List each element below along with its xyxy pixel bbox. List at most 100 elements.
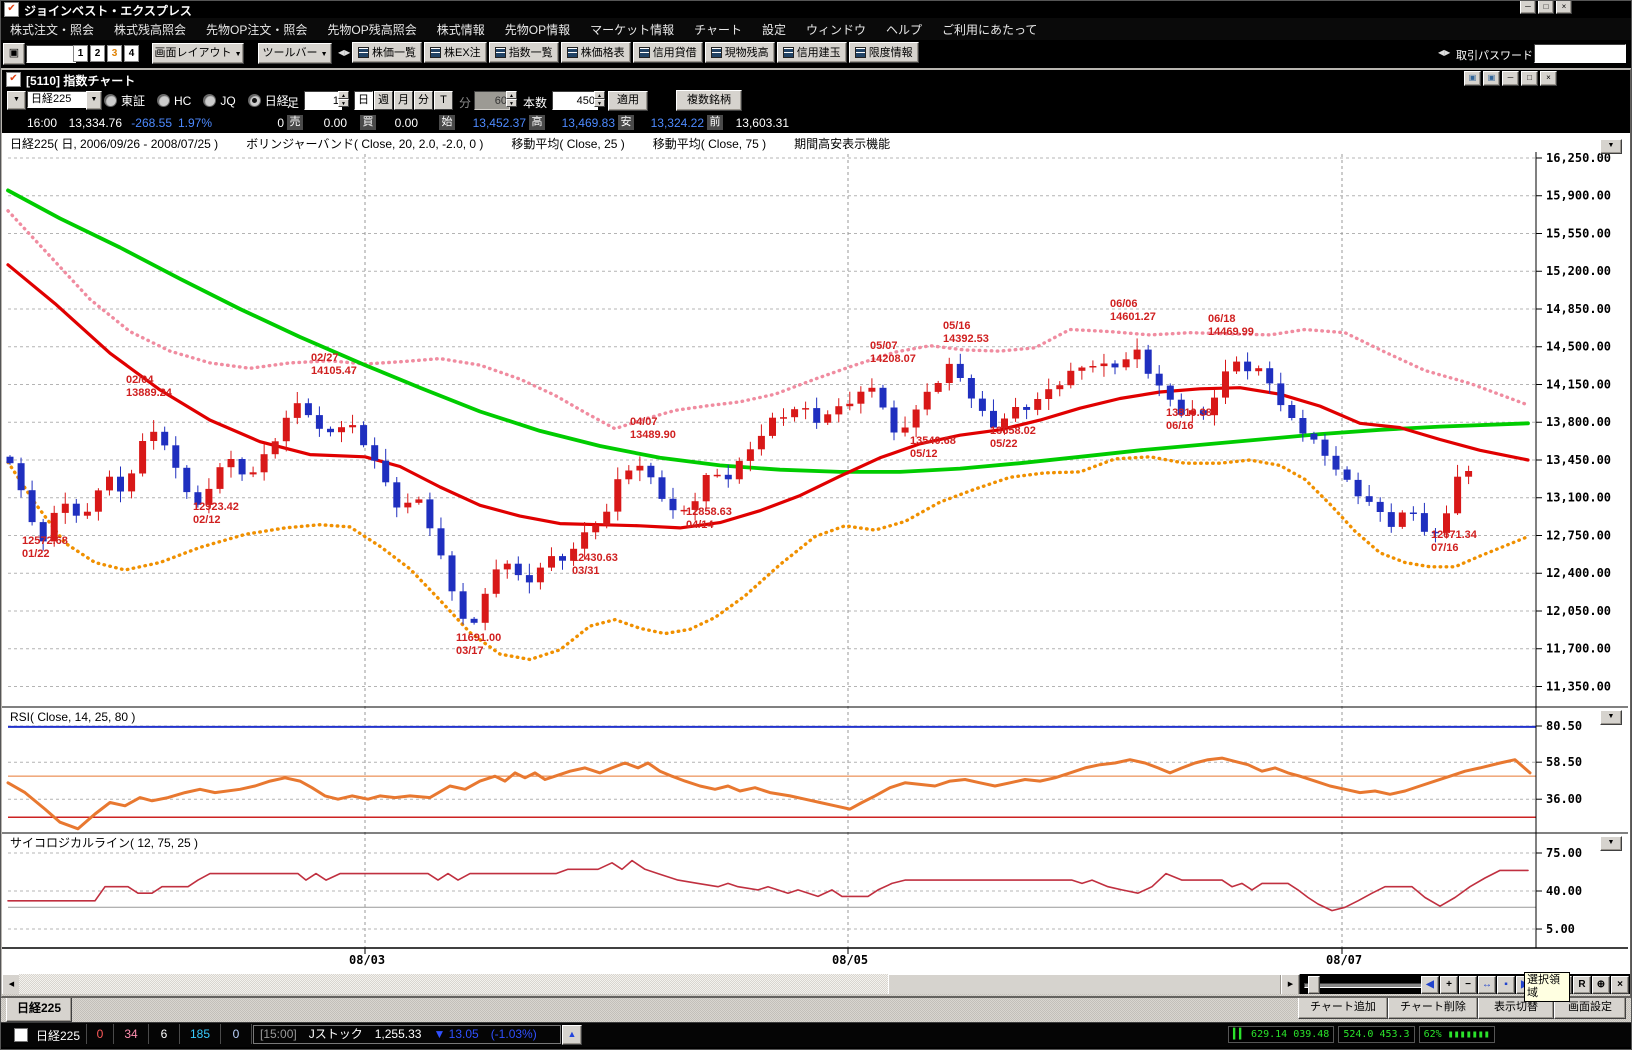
menu-item-1[interactable]: 株式残高照会 [114,22,187,37]
status-cell-4: 0 [220,1024,252,1044]
menu-item-4[interactable]: 株式情報 [436,22,485,37]
workspace-button-1[interactable]: 1 [73,45,88,62]
chart-maximize-button[interactable]: □ [1521,71,1538,86]
quote-volume: 0 [277,116,284,130]
minute-input[interactable] [474,91,510,110]
period-button-分[interactable]: 分 [414,91,433,110]
toolbar-menu-button[interactable]: ツールバー ▼ [258,43,332,64]
symbol-select[interactable]: 日経225 [27,91,90,108]
footer-button-1[interactable]: チャート削除 [1388,997,1478,1019]
spinner-down-icon[interactable]: ▼ [506,99,517,107]
scroll-tool-button-0[interactable]: ◀ [1421,976,1439,994]
toolbar-splitter-icon[interactable]: ◀▶ [338,48,351,57]
chart-minimize-button[interactable]: ─ [1502,71,1519,86]
zoom-slider-thumb[interactable] [1308,976,1320,994]
chart-close-button[interactable]: × [1540,71,1557,86]
scrollbar-thumb[interactable] [888,974,1282,996]
menu-item-5[interactable]: 先物OP情報 [504,22,571,37]
workspace-input[interactable] [26,45,76,63]
market-radio-日経[interactable]: 日経 [247,92,289,109]
menu-item-7[interactable]: チャート [694,22,742,37]
spinner-up-icon[interactable]: ▲ [594,91,605,99]
chart-menu-button[interactable]: ▼ [7,91,26,110]
trade-password-input[interactable] [1534,44,1626,63]
main-pane-menu-button[interactable]: ▼ [1600,139,1622,154]
menu-item-0[interactable]: 株式注文・照会 [10,22,95,37]
menu-item-8[interactable]: 設定 [761,22,786,37]
footer-button-2[interactable]: 表示切替 [1478,997,1554,1019]
toolbar-button-6[interactable]: 信用建玉 [776,42,847,63]
workspace-button-2[interactable]: 2 [90,45,105,62]
workspace-button-4[interactable]: 4 [124,45,139,62]
screen-layout-button[interactable]: 画面レイアウト ▼ [152,43,244,64]
rsi-pane-menu-button[interactable]: ▼ [1600,710,1622,725]
period-button-週[interactable]: 週 [374,91,393,110]
toolbar-button-7[interactable]: 限度情報 [848,42,919,63]
chart-win-button-0[interactable]: ▣ [1464,71,1481,86]
spinner-up-icon[interactable]: ▲ [338,91,349,99]
scroll-tool-button-2[interactable]: − [1459,976,1477,994]
layout-window-icon[interactable]: ▣ [3,43,25,65]
toolbar-button-2[interactable]: 指数一覧 [488,42,559,63]
grid-icon [710,47,722,58]
period-button-月[interactable]: 月 [394,91,413,110]
chart-canvas[interactable]: 16,250.00 15,900.00 15,550.00 15,200.00 14,8… [2,133,1630,974]
radio-icon [104,94,117,107]
psych-pane-menu-button[interactable]: ▼ [1600,836,1622,851]
high-label: 高 [529,115,545,130]
toolbar-button-0[interactable]: 株価一覧 [352,42,422,63]
symbol-select-arrow[interactable]: ▼ [86,91,102,110]
toolbar-button-4[interactable]: 信用貸借 [632,42,703,63]
svg-text:75.00: 75.00 [1546,846,1582,860]
minimize-button[interactable]: ─ [1520,0,1536,14]
count-input[interactable] [552,91,598,110]
toolbar-splitter-icon[interactable]: ◀▶ [1438,48,1451,57]
zoom-slider-track[interactable] [1304,983,1422,988]
spinner-up-icon[interactable]: ▲ [506,91,517,99]
menu-item-9[interactable]: ウィンドウ [806,22,867,37]
menu-item-3[interactable]: 先物OP残高照会 [327,22,417,37]
bar-count-input[interactable] [304,91,342,110]
menu-item-11[interactable]: ご利用にあたって [942,22,1038,37]
toolbar-button-5[interactable]: 現物残高 [704,42,775,63]
menu-item-6[interactable]: マーケット情報 [590,22,675,37]
spinner-down-icon[interactable]: ▼ [338,99,349,107]
market-radio-東証[interactable]: 東証 [104,92,145,109]
svg-text:16,250.00: 16,250.00 [1546,151,1611,165]
status-up-button[interactable]: ▲ [562,1025,582,1045]
scroll-tool-button-10[interactable]: × [1611,976,1629,994]
menu-item-2[interactable]: 先物OP注文・照会 [206,22,308,37]
footer-button-3[interactable]: 画面設定 [1554,997,1626,1019]
radio-label: 日経 [264,94,289,108]
workspace-button-3[interactable]: 3 [107,45,122,62]
scroll-tool-button-8[interactable]: R [1573,976,1591,994]
toolbar-button-label: 指数一覧 [508,46,553,59]
status-cell-1: 34 [113,1024,148,1044]
grid-icon [782,47,794,58]
chart-win-button-1[interactable]: ▣ [1483,71,1500,86]
scroll-tool-button-1[interactable]: + [1440,976,1458,994]
multi-symbol-button[interactable]: 複数銘柄 [676,90,742,111]
scroll-right-button[interactable]: ▶ [1281,974,1300,996]
maximize-button[interactable]: □ [1538,0,1554,14]
quote-change: -268.55 [131,116,172,130]
menu-item-10[interactable]: ヘルプ [886,22,923,37]
scroll-tool-button-4[interactable]: ▪ [1497,976,1515,994]
toolbar-button-1[interactable]: 株EX注 [424,42,487,63]
apply-button[interactable]: 適用 [608,91,648,111]
count-spinner: ▲ ▼ [594,91,605,108]
period-button-T[interactable]: T [434,91,453,110]
close-button[interactable]: × [1556,0,1572,14]
period-button-日[interactable]: 日 [354,91,373,110]
footer-button-0[interactable]: チャート追加 [1298,997,1388,1019]
scroll-tool-button-9[interactable]: ⊕ [1592,976,1610,994]
toolbar-button-3[interactable]: 株価格表 [560,42,631,63]
chart-plot-area[interactable]: 日経225( 日, 2006/09/26 - 2008/07/25 ) ボリンジャ… [2,133,1630,974]
chart-tab-nikkei225[interactable]: 日経225 [6,997,72,1022]
spinner-down-icon[interactable]: ▼ [594,99,605,107]
market-radio-JQ[interactable]: JQ [203,94,236,108]
scroll-tool-button-3[interactable]: ↔ [1478,976,1496,994]
system-meter-0: ▍▍ 629.14 039.48 [1228,1026,1335,1043]
market-radio-HC[interactable]: HC [157,94,191,108]
